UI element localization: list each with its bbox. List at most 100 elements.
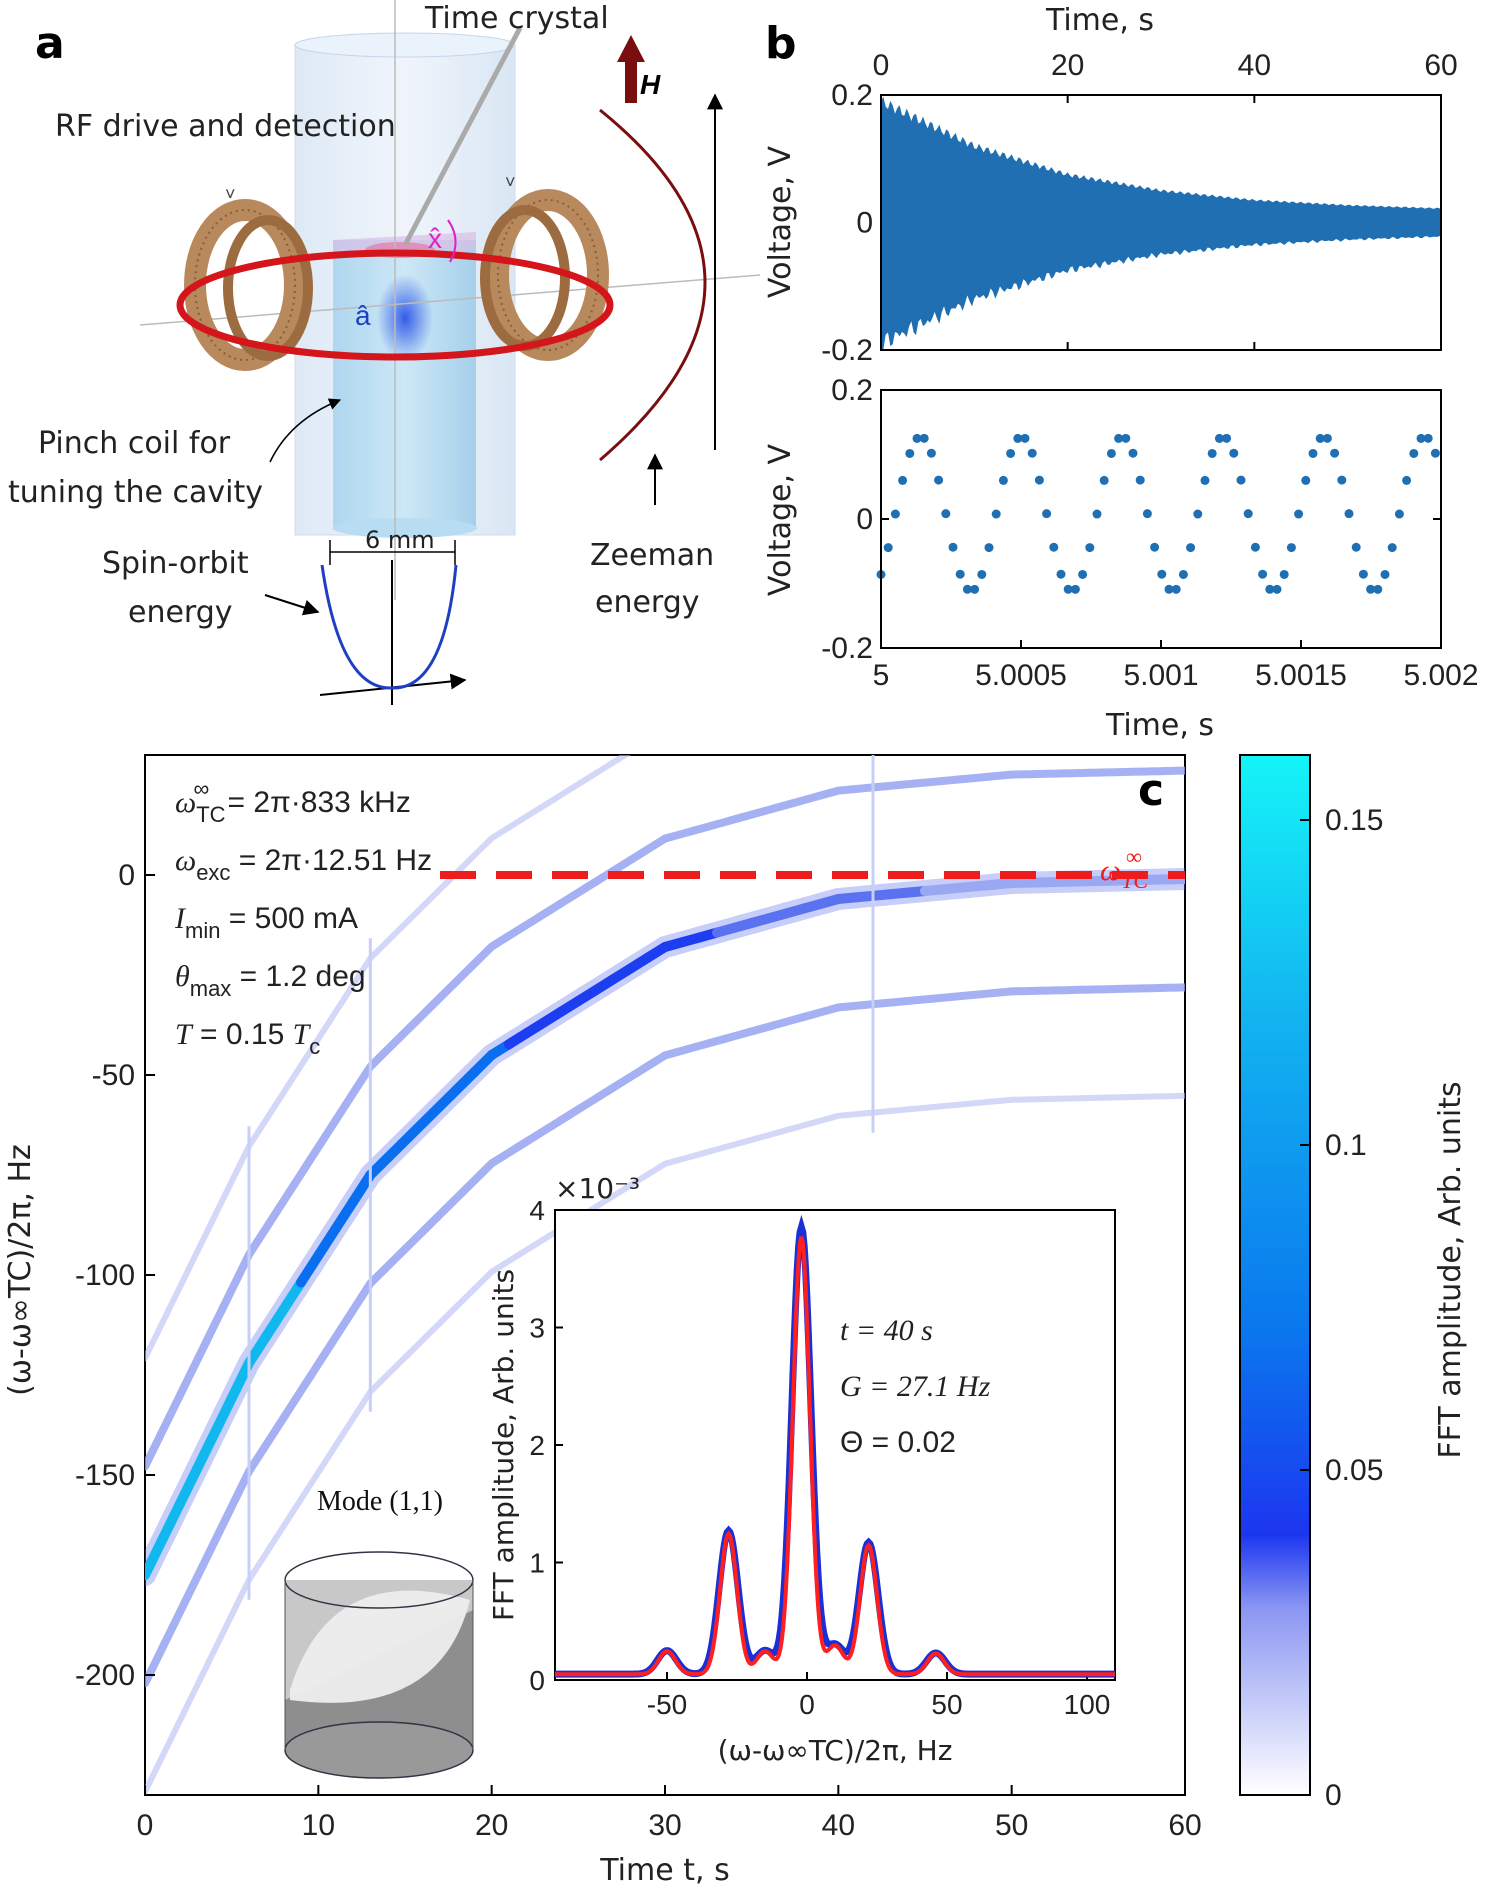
- spin-orbit-label-2: energy: [128, 595, 233, 630]
- inset-yticks: 4 3 2 1 0: [529, 1195, 563, 1696]
- b-bot-point: [1250, 542, 1260, 552]
- b-bot-point: [1272, 584, 1282, 594]
- colorbar-ticks: 0.15 0.1 0.05 0: [1300, 804, 1383, 1812]
- horizontal-axis: [139, 274, 761, 326]
- b-bot-point: [1308, 448, 1318, 458]
- c-inset: ×10⁻³ 4 3 2 1 0 -50 0 50 100 t = 40 s G = 27.1 …: [487, 1172, 1116, 1767]
- mode-cylinder-bottom: [284, 1721, 474, 1779]
- left-coil-mark: ˅: [225, 184, 236, 204]
- spin-orbit-label-1: Spin-orbit: [102, 546, 249, 581]
- center-line-segment: [174, 1464, 202, 1510]
- center-line-segment: [313, 1223, 341, 1261]
- b-bot-point: [1106, 448, 1116, 458]
- b-bot-point: [1056, 569, 1066, 579]
- b-top-xtick-label: 60: [1424, 49, 1457, 82]
- b-bot-point: [934, 475, 944, 485]
- b-bot-point: [955, 569, 965, 579]
- ann-temperature: T = 0.15 Tc: [175, 1018, 320, 1059]
- size-label: 6 mm: [365, 526, 435, 554]
- c-ytick-label: -200: [75, 1659, 135, 1692]
- b-bot-point: [1402, 475, 1412, 485]
- b-bot-ytick-label: -0.2: [821, 632, 873, 665]
- b-bot-point: [883, 543, 893, 553]
- mode-cylinder: Mode (1,1): [284, 1486, 474, 1779]
- b-bot-point: [1387, 543, 1397, 553]
- inset-xticks: -50 0 50 100: [647, 1672, 1111, 1720]
- pinch-coil-label-2: tuning the cavity: [8, 475, 263, 510]
- colorbar: [1239, 754, 1311, 1796]
- c-ytick-label: 0: [118, 859, 135, 892]
- mode-label: Mode (1,1): [317, 1486, 443, 1517]
- b-top-ylabel: Voltage, V: [763, 145, 798, 298]
- b-bot-point: [1236, 475, 1246, 485]
- b-bot-point: [1409, 448, 1419, 458]
- magnon-blob: [377, 274, 433, 362]
- b-bot-point: [1373, 584, 1383, 594]
- b-bot-point: [1128, 448, 1138, 458]
- b-top-ytick-label: 0: [856, 207, 873, 240]
- c-annotations: ωTC∞ = 2π·833 kHz ωexc = 2π·12.51 Hz Imi…: [174, 776, 432, 1059]
- b-bot-point: [1207, 448, 1217, 458]
- inset-ylabel: FFT amplitude, Arb. units: [487, 1269, 520, 1621]
- b-top-xlabel: Time, s: [1045, 3, 1154, 38]
- inset-xtick-label: 100: [1064, 1689, 1111, 1720]
- c-xtick-label: 20: [475, 1809, 508, 1842]
- c-xtick-label: 40: [822, 1809, 855, 1842]
- x-hat-label: x̂: [428, 223, 442, 254]
- colorbar-tick-label: 0.15: [1325, 804, 1383, 837]
- center-line-segment: [244, 1331, 272, 1368]
- b-bot-point: [1142, 509, 1152, 519]
- spin-orbit-pointer: [264, 594, 320, 616]
- b-bot-point: [1193, 509, 1203, 519]
- sideband-minus-1: [145, 983, 1185, 1688]
- b-bot-point: [1049, 542, 1059, 552]
- b-bot-point: [905, 448, 915, 458]
- inset-g-label: G = 27.1 Hz: [840, 1370, 991, 1403]
- zeeman-label-1: Zeeman: [590, 538, 714, 573]
- b-bot-point: [1337, 475, 1347, 485]
- b-bot-point: [926, 448, 936, 458]
- b-bot-point: [919, 433, 929, 443]
- zeeman-curve: [599, 108, 707, 462]
- ann-i-min: Imin = 500 mA: [174, 902, 358, 943]
- x-hat-arc: [447, 219, 457, 263]
- b-bot-point: [1171, 584, 1181, 594]
- b-bot-frame: [880, 389, 1442, 649]
- omega-line-label: ωTC∞: [1100, 844, 1148, 893]
- b-bot-point: [1034, 475, 1044, 485]
- b-bot-point: [1078, 569, 1088, 579]
- c-heatmap: [145, 755, 1185, 1795]
- inset-multiplier: ×10⁻³: [555, 1172, 640, 1205]
- pinch-coil-label-1: Pinch coil for: [38, 426, 231, 461]
- ann-theta-max: θmax = 1.2 deg: [175, 960, 366, 1001]
- zeeman-label-2: energy: [595, 585, 700, 620]
- b-bot-point: [1006, 448, 1016, 458]
- b-bot-point: [1416, 433, 1426, 443]
- b-bot-point: [1092, 509, 1102, 519]
- h-arrow-head: [617, 35, 645, 62]
- b-bot-points: [876, 433, 1440, 594]
- inset-xlabel: (ω-ω∞TC)/2π, Hz: [718, 1734, 953, 1767]
- b-bot-point: [991, 509, 1001, 519]
- b-bot-point: [984, 543, 994, 553]
- b-bot-point: [1027, 448, 1037, 458]
- right-coil-mark: ˅: [505, 172, 516, 192]
- inset-xtick-label: 50: [931, 1689, 962, 1720]
- center-line-segment: [296, 1250, 324, 1288]
- b-bot-point: [1430, 448, 1440, 458]
- pinch-coil-ring: [176, 249, 614, 361]
- ann-omega-tc: ωTC∞ = 2π·833 kHz: [175, 776, 411, 827]
- b-bot-point: [1265, 584, 1275, 594]
- c-ytick-label: -50: [92, 1059, 135, 1092]
- b-bot-point: [1157, 569, 1167, 579]
- b-bot-point: [1279, 569, 1289, 579]
- b-bot-point: [1358, 569, 1368, 579]
- inset-frame: [554, 1209, 1116, 1681]
- c-xlabel: Time t, s: [599, 1853, 729, 1888]
- b-bot-point: [1286, 543, 1296, 553]
- sideband-plus-1: [145, 766, 1185, 1471]
- b-bot-point: [890, 509, 900, 519]
- panel-a: a Time crystal RF drive and detection: [8, 0, 761, 705]
- pinch-coil-pointer: [269, 398, 342, 463]
